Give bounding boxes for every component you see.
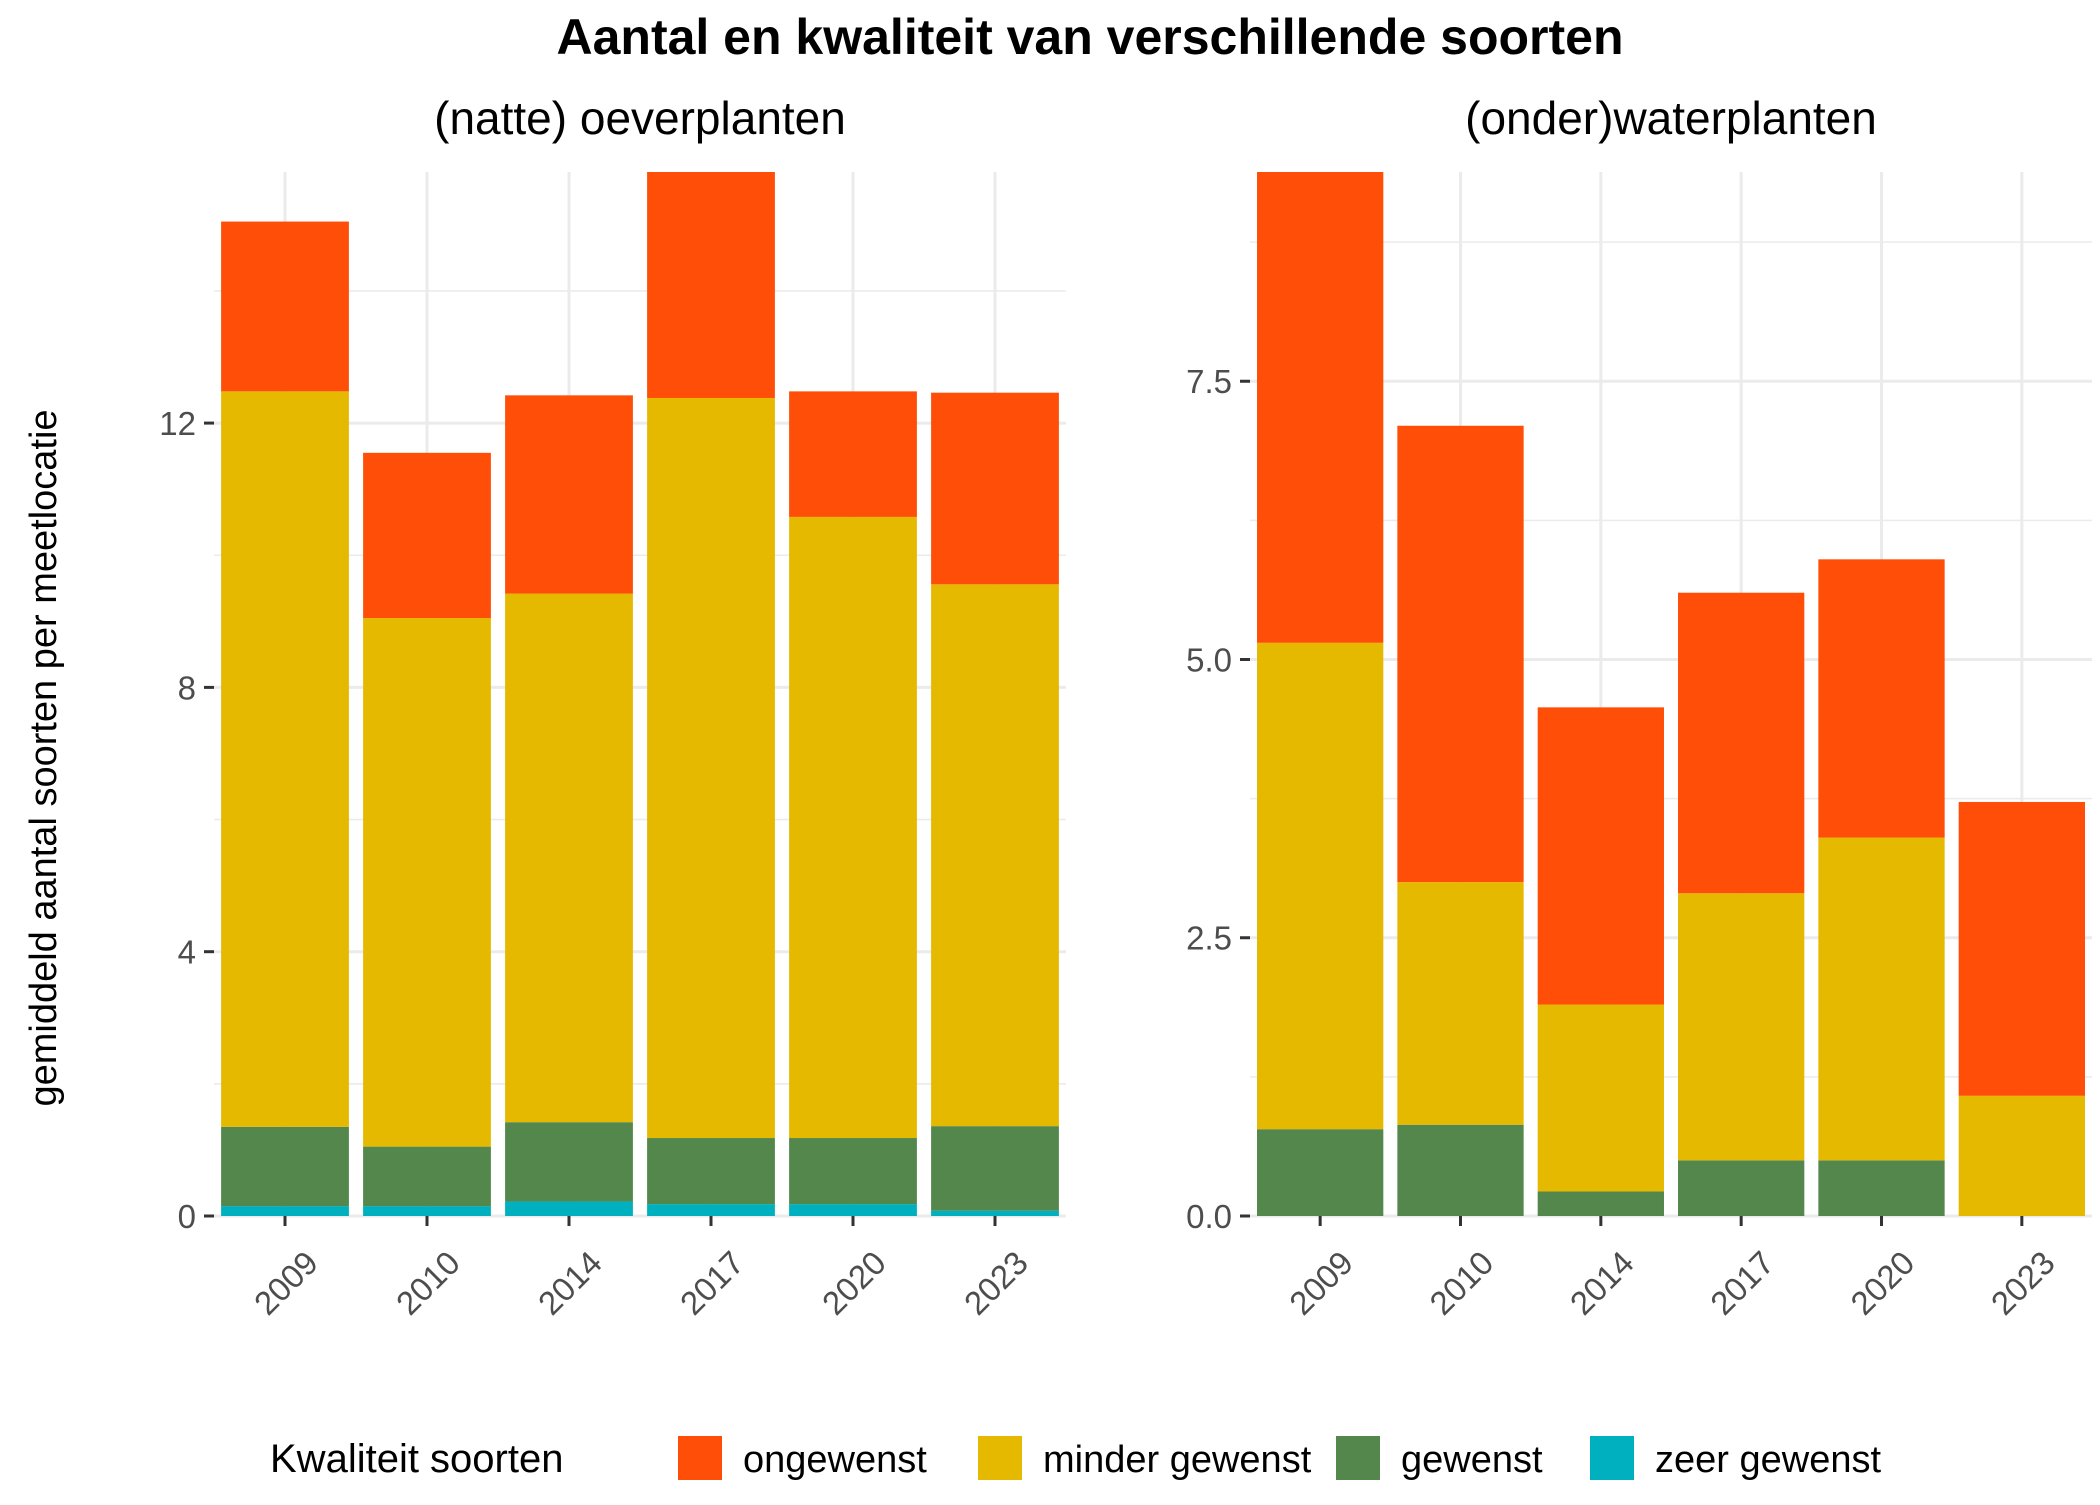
y-tick-label: 0.0 — [1186, 1198, 1232, 1235]
bar-2009-ongewenst — [1257, 172, 1384, 643]
bar-2009-minder-gewenst — [221, 391, 349, 1127]
y-tick-label: 2.5 — [1186, 920, 1232, 957]
x-axis: 2009 2010 2014 2017 2020 2023 — [247, 1216, 1035, 1322]
legend-label: minder gewenst — [1043, 1439, 1312, 1481]
x-axis: 2009 2010 2014 2017 2020 2023 — [1282, 1216, 2062, 1322]
bar-2017-gewenst — [1678, 1160, 1805, 1216]
bar-2020-gewenst — [789, 1138, 917, 1205]
bar-2014-gewenst — [505, 1122, 633, 1202]
panel-title: (natte) oeverplanten — [434, 92, 846, 144]
bar-2023-minder-gewenst — [1958, 1095, 2085, 1216]
bar-2020-ongewenst — [789, 391, 917, 517]
bar-2014-minder-gewenst — [505, 593, 633, 1123]
y-tick-label: 8 — [178, 669, 196, 706]
x-tick-label: 2020 — [815, 1244, 893, 1322]
bar-2023-zeer-gewenst — [931, 1210, 1059, 1216]
legend-item-minder-gewenst: minder gewenst — [978, 1436, 1312, 1481]
x-tick-label: 2009 — [247, 1244, 325, 1322]
legend-label: gewenst — [1401, 1439, 1543, 1481]
bar-2014-minder-gewenst — [1537, 1004, 1664, 1192]
y-axis: 0 4 8 12 — [159, 405, 214, 1235]
bar-2023-gewenst — [931, 1126, 1059, 1211]
bar-2014-ongewenst — [505, 395, 633, 594]
bar-2020-zeer-gewenst — [789, 1204, 917, 1216]
bar-2014-gewenst — [1537, 1191, 1664, 1216]
bar-2023-ongewenst — [1958, 801, 2085, 1096]
legend-title: Kwaliteit soorten — [270, 1437, 563, 1481]
bar-2023-ongewenst — [931, 392, 1059, 585]
x-tick-label: 2017 — [1703, 1244, 1781, 1322]
panel-title: (onder)waterplanten — [1465, 92, 1877, 144]
bar-2009-minder-gewenst — [1257, 642, 1384, 1130]
y-tick-label: 5.0 — [1186, 641, 1232, 678]
bar-2010-ongewenst — [363, 452, 491, 619]
y-axis-label: gemiddeld aantal soorten per meetlocatie — [23, 409, 65, 1106]
legend-swatch — [678, 1436, 722, 1480]
y-tick-label: 0 — [178, 1198, 196, 1235]
bar-2010-gewenst — [1397, 1124, 1524, 1216]
chart-title: Aantal en kwaliteit van verschillende so… — [556, 9, 1623, 65]
bar-2017-zeer-gewenst — [647, 1204, 775, 1216]
legend-item-ongewenst: ongewenst — [678, 1436, 927, 1481]
bar-2010-ongewenst — [1397, 425, 1524, 883]
panel-1: (natte) oeverplanten 0 4 8 12 2009 2010 2014 201… — [159, 92, 1066, 1322]
y-axis: 0.0 2.5 5.0 7.5 — [1186, 363, 1250, 1235]
bar-2017-ongewenst — [647, 172, 775, 398]
x-tick-label: 2014 — [531, 1244, 609, 1322]
bar-2009-gewenst — [1257, 1129, 1384, 1216]
bars — [221, 172, 1059, 1216]
bar-2010-gewenst — [363, 1146, 491, 1207]
x-tick-label: 2020 — [1843, 1244, 1921, 1322]
y-tick-label: 4 — [178, 934, 196, 971]
bar-2009-ongewenst — [221, 221, 349, 392]
bar-2017-ongewenst — [1678, 592, 1805, 894]
bar-2017-minder-gewenst — [647, 397, 775, 1139]
x-tick-label: 2014 — [1563, 1244, 1641, 1322]
y-tick-label: 12 — [159, 405, 196, 442]
legend-swatch — [978, 1436, 1022, 1480]
bar-2014-ongewenst — [1537, 707, 1664, 1005]
bar-2009-gewenst — [221, 1126, 349, 1207]
y-tick-label: 7.5 — [1186, 363, 1232, 400]
legend-swatch — [1590, 1436, 1634, 1480]
legend: Kwaliteit soorten ongewenst minder gewens… — [270, 1436, 1881, 1481]
x-tick-label: 2017 — [673, 1244, 751, 1322]
bar-2010-minder-gewenst — [1397, 882, 1524, 1125]
legend-label: zeer gewenst — [1655, 1439, 1881, 1481]
legend-label: ongewenst — [743, 1439, 927, 1481]
bar-2010-minder-gewenst — [363, 618, 491, 1147]
x-tick-label: 2023 — [1984, 1244, 2062, 1322]
legend-swatch — [1336, 1436, 1380, 1480]
bar-2010-zeer-gewenst — [363, 1206, 491, 1216]
bar-2020-minder-gewenst — [1818, 837, 1945, 1161]
bar-2020-ongewenst — [1818, 559, 1945, 838]
legend-item-zeer-gewenst: zeer gewenst — [1590, 1436, 1881, 1481]
bar-2014-zeer-gewenst — [505, 1201, 633, 1216]
legend-item-gewenst: gewenst — [1336, 1436, 1543, 1481]
bar-2020-minder-gewenst — [789, 516, 917, 1139]
bar-2020-gewenst — [1818, 1160, 1945, 1216]
bars — [1257, 172, 2085, 1216]
bar-2017-minder-gewenst — [1678, 893, 1805, 1161]
x-tick-label: 2023 — [957, 1244, 1035, 1322]
bar-2023-minder-gewenst — [931, 584, 1059, 1127]
x-tick-label: 2010 — [1422, 1244, 1500, 1322]
bar-2017-gewenst — [647, 1138, 775, 1205]
x-tick-label: 2009 — [1282, 1244, 1360, 1322]
x-tick-label: 2010 — [389, 1244, 467, 1322]
bar-2009-zeer-gewenst — [221, 1206, 349, 1216]
